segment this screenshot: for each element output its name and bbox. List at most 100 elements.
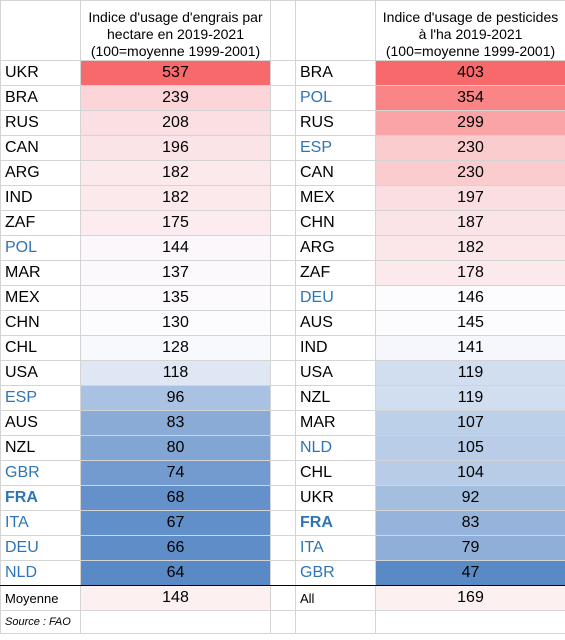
country-code: NZL	[0, 435, 81, 461]
value-cell: 137	[80, 260, 271, 286]
cell	[270, 310, 296, 336]
data-row: CHL 128 IND 141	[0, 335, 565, 361]
value-cell: 230	[375, 160, 565, 186]
value-cell: 119	[375, 385, 565, 411]
value-cell: 130	[80, 310, 271, 336]
country-code: BRA	[0, 85, 81, 111]
country-code: AUS	[0, 410, 81, 436]
cell	[270, 185, 296, 211]
country-code: FRA	[0, 485, 81, 511]
value-cell: 79	[375, 535, 565, 561]
value-cell: 208	[80, 110, 271, 136]
value-cell: 92	[375, 485, 565, 511]
cell	[375, 610, 565, 634]
footer-value: 148	[80, 585, 271, 611]
cell	[270, 0, 296, 61]
data-row: CHN 130 AUS 145	[0, 310, 565, 336]
country-code: CHL	[295, 460, 376, 486]
value-cell: 141	[375, 335, 565, 361]
value-cell: 182	[80, 185, 271, 211]
value-cell: 47	[375, 560, 565, 586]
country-code: DEU	[295, 285, 376, 311]
data-row: UKR 537 BRA 403	[0, 60, 565, 86]
country-code: ZAF	[295, 260, 376, 286]
value-cell: 403	[375, 60, 565, 86]
value-cell: 64	[80, 560, 271, 586]
footer-value: 169	[375, 585, 565, 611]
footer-label: Moyenne	[0, 585, 81, 611]
country-code: ITA	[295, 535, 376, 561]
cell	[295, 610, 376, 634]
value-cell: 80	[80, 435, 271, 461]
data-row: MAR 137 ZAF 178	[0, 260, 565, 286]
cell	[295, 0, 376, 61]
footer-label: All	[295, 585, 376, 611]
data-row: USA 118 USA 119	[0, 360, 565, 386]
cell	[270, 135, 296, 161]
country-code: CHN	[295, 210, 376, 236]
value-cell: 83	[375, 510, 565, 536]
country-code: MAR	[295, 410, 376, 436]
cell	[270, 485, 296, 511]
data-row: NZL 80 NLD 105	[0, 435, 565, 461]
data-row: ESP 96 NZL 119	[0, 385, 565, 411]
header-cell: Indice d'usage d'engrais par hectare en …	[80, 0, 271, 61]
country-code: RUS	[295, 110, 376, 136]
country-code: USA	[295, 360, 376, 386]
cell	[270, 235, 296, 261]
value-cell: 107	[375, 410, 565, 436]
cell	[270, 560, 296, 586]
data-row: IND 182 MEX 197	[0, 185, 565, 211]
value-cell: 118	[80, 360, 271, 386]
data-row: AUS 83 MAR 107	[0, 410, 565, 436]
value-cell: 119	[375, 360, 565, 386]
cell	[270, 610, 296, 634]
value-cell: 239	[80, 85, 271, 111]
country-code: CAN	[295, 160, 376, 186]
value-cell: 182	[375, 235, 565, 261]
country-code: ITA	[0, 510, 81, 536]
country-code: ESP	[0, 385, 81, 411]
header-cell: Indice d'usage de pesticides à l'ha 2019…	[375, 0, 565, 61]
country-code: DEU	[0, 535, 81, 561]
country-code: RUS	[0, 110, 81, 136]
country-code: GBR	[295, 560, 376, 586]
country-code: ZAF	[0, 210, 81, 236]
cell	[270, 585, 296, 611]
data-row: BRA 239 POL 354	[0, 85, 565, 111]
country-code: GBR	[0, 460, 81, 486]
cell	[270, 110, 296, 136]
value-cell: 83	[80, 410, 271, 436]
source-row: Source : FAO	[0, 610, 565, 634]
data-row: ITA 67 FRA 83	[0, 510, 565, 536]
cell	[270, 60, 296, 86]
cell	[270, 410, 296, 436]
value-cell: 74	[80, 460, 271, 486]
country-code: UKR	[0, 60, 81, 86]
cell	[270, 260, 296, 286]
cell	[270, 85, 296, 111]
cell	[270, 210, 296, 236]
value-cell: 68	[80, 485, 271, 511]
cell	[0, 0, 81, 61]
value-cell: 175	[80, 210, 271, 236]
value-cell: 128	[80, 335, 271, 361]
cell	[270, 510, 296, 536]
data-row: RUS 208 RUS 299	[0, 110, 565, 136]
value-cell: 96	[80, 385, 271, 411]
header-row: Indice d'usage d'engrais par hectare en …	[0, 0, 565, 61]
country-code: NZL	[295, 385, 376, 411]
cell	[270, 460, 296, 486]
value-cell: 537	[80, 60, 271, 86]
data-row: FRA 68 UKR 92	[0, 485, 565, 511]
country-code: MEX	[0, 285, 81, 311]
country-code: CAN	[0, 135, 81, 161]
cell	[270, 435, 296, 461]
value-cell: 104	[375, 460, 565, 486]
country-code: ARG	[0, 160, 81, 186]
country-code: BRA	[295, 60, 376, 86]
country-code: MEX	[295, 185, 376, 211]
